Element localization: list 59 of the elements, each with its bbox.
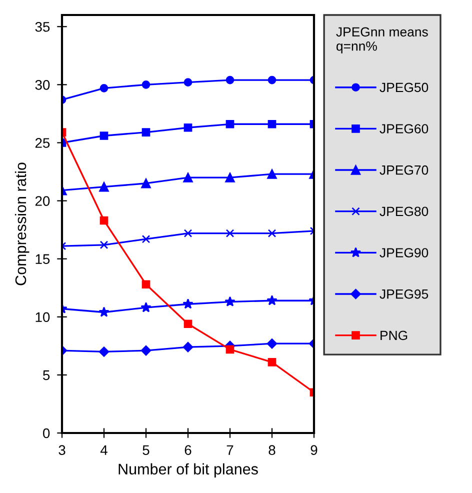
y-tick-label: 30 [35,80,50,90]
point [100,216,108,225]
legend-label: JPEG95 [380,289,428,299]
point [268,76,276,84]
point [184,78,192,87]
x-tick-label: 3 [58,445,66,456]
point [268,229,276,238]
point [142,234,150,244]
y-axis-title: Compression ratio [14,162,30,286]
point [98,306,110,317]
point [226,76,234,84]
point [182,342,194,352]
point [100,240,108,250]
y-tick-label: 0 [43,428,50,438]
point [141,178,151,188]
legend-label: JPEG80 [380,206,428,216]
point [184,123,192,132]
point [268,120,276,128]
x-tick-label: 8 [268,445,276,456]
x-tick-label: 4 [100,445,108,455]
point [184,320,192,328]
point [225,172,235,182]
point [266,338,278,349]
point [183,172,193,182]
point [142,128,150,136]
x-tick-label: 7 [226,445,234,455]
point [224,296,236,306]
legend-title: JPEGnn means q=nn% [336,27,428,54]
point [140,302,152,312]
point [266,295,278,306]
point [184,229,192,238]
y-tick-label: 10 [36,312,50,322]
point [226,345,234,354]
x-tick-label: 6 [184,445,192,456]
point [98,346,110,357]
x-tick-label: 9 [310,445,318,456]
legend-label: JPEG60 [380,124,428,134]
y-tick-label: 35 [35,22,50,32]
point [142,80,150,89]
point [226,120,234,128]
point [226,229,234,238]
x-tick-label: 5 [142,445,150,456]
point [140,345,152,356]
y-tick-label: 5 [43,370,50,380]
point [268,358,276,366]
y-tick-label: 15 [36,254,50,264]
legend-label: JPEG50 [380,82,428,92]
point [182,298,194,309]
point [142,280,150,289]
point [100,132,108,140]
y-tick-label: 20 [35,196,50,206]
y-tick-label: 25 [35,138,50,148]
point [100,84,108,92]
x-axis-title: Number of bit planes [118,463,258,478]
point [99,182,109,192]
legend-label: PNG [380,330,408,340]
legend-label: JPEG70 [380,165,428,175]
legend-label: JPEG90 [380,248,428,258]
point [267,169,277,179]
